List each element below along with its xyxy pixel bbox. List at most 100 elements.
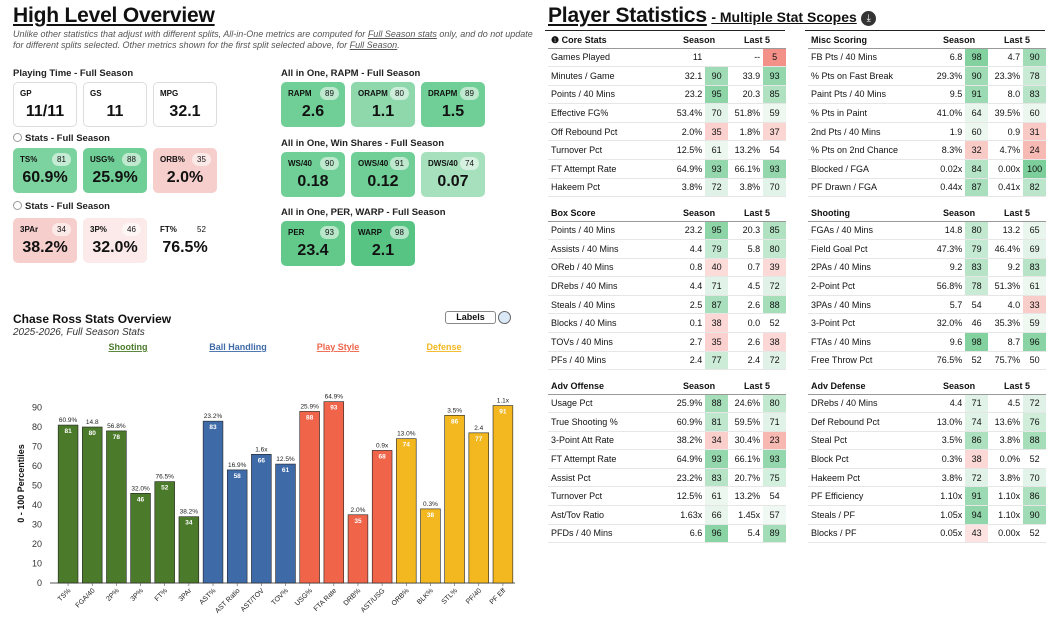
x-tick-label: FGA/40 [75,587,97,609]
stat-name: 3-Point Pct [808,313,931,334]
table-header-row: Misc Scoring Season Last 5 [808,33,1046,49]
season-value: 2.7 [670,332,706,352]
table-title: Shooting [808,206,931,222]
stats-section-label: Stats - Full Season [25,201,110,212]
card-value: 2.1 [371,242,395,259]
bar-value-label: 32.0% [131,485,150,492]
last5-value: 24.6% [728,394,764,414]
last5-value: 4.7 [988,48,1024,68]
stat-name: DRebs / 40 Mins [548,276,671,296]
bar-value-label: 25.9% [300,403,319,410]
bar-ast-ratio [226,469,248,584]
table-row: PFDs / 40 Mins 6.6 96 5.4 89 [548,524,786,544]
note-link-full-season-stats[interactable]: Full Season stats [367,29,437,39]
stat-card-orb-: ORB% 35 2.0% [153,148,217,193]
stat-name: Turnover Pct [548,140,671,161]
bar-fta-rate [323,401,345,584]
season-value: 14.8 [930,221,966,241]
table-row: DRebs / 40 Mins 4.4 71 4.5 72 [808,394,1046,414]
table-row: Usage Pct 25.9% 88 24.6% 80 [548,394,786,414]
card-percentile: 89 [460,87,479,100]
last5-value: 66.1% [728,159,764,179]
stat-card-gs: GS 11 [83,82,147,127]
season-value: 0.1 [670,313,706,334]
note-link-full-season[interactable]: Full Season [349,40,398,50]
legend-shooting: Shooting [109,342,148,352]
card-label: 3P% [90,225,107,234]
stats-table-box-score: Box Score Season Last 5 Points / 40 Mins 23.… [548,206,786,371]
stat-name: PFDs / 40 Mins [548,524,671,544]
last5-percentile: 50 [1023,351,1046,371]
last5-value: 66.1% [728,449,764,469]
last5-percentile: 54 [763,140,786,161]
season-value: 4.4 [670,276,706,296]
season-value: 0.8 [670,258,706,278]
y-tick-label: 60 [32,461,42,471]
last5-percentile: 78 [1023,66,1046,86]
card-value: 32.0% [92,239,138,256]
season-percentile: 61 [705,140,729,161]
stat-name: Hakeem Pct [808,468,931,488]
season-percentile: 71 [965,394,989,414]
radio-icon[interactable] [13,201,22,210]
season-percentile: 66 [705,505,729,525]
season-percentile: 91 [965,85,989,105]
last5-percentile: 85 [763,221,786,241]
card-value: 0.12 [367,173,399,190]
stats-section-title-1[interactable]: Stats - Full Season [13,133,110,144]
radio-icon[interactable] [13,133,22,142]
info-icon[interactable]: ❶ [551,34,562,45]
last5-value: 5.4 [728,524,764,544]
last5-percentile: 60 [1023,103,1046,123]
card-value: 23.4 [297,242,329,259]
last5-value: 20.3 [728,85,764,105]
download-icon[interactable]: ⤓ [861,11,877,26]
stat-name: FB Pts / 40 Mins [808,48,931,68]
bar-pf-40 [468,432,489,584]
y-tick-label: 0 [37,578,42,588]
last5-percentile: 72 [763,276,786,296]
season-percentile: 87 [965,178,989,198]
last5-value: 4.5 [728,276,764,296]
card-percentile: 80 [390,87,409,100]
table-row: Turnover Pct 12.5% 61 13.2% 54 [548,486,786,507]
stat-name: FTAs / 40 Mins [808,332,931,352]
labels-toggle-switch[interactable] [498,311,511,324]
last5-percentile: 57 [763,505,786,525]
stat-name: Assist Pct [548,468,671,488]
labels-toggle-button[interactable]: Labels [445,311,496,324]
win-shares-title: All in One, Win Shares - Full Season [281,138,445,149]
stat-name: 2nd Pts / 40 Mins [808,122,931,142]
stat-card-rapm: RAPM 89 2.6 [281,82,345,127]
last5-percentile: 72 [763,351,786,371]
bar-value-label: 1.6x [255,446,268,453]
stats-section-title-2[interactable]: Stats - Full Season [13,201,110,212]
table-row: Off Rebound Pct 2.0% 35 1.8% 37 [548,122,786,142]
season-percentile: 32 [965,140,989,161]
table-title: Adv Defense [808,379,931,395]
column-header-season: Season [670,206,729,222]
last5-value: 1.45x [728,505,764,525]
table-title-text: Misc Scoring [811,35,868,46]
season-percentile: 79 [705,239,729,259]
table-header-row: Box Score Season Last 5 [548,206,786,222]
card-label: OWS/40 [358,159,389,168]
table-row: Steals / PF 1.05x 94 1.10x 90 [808,505,1046,525]
stat-card-usg-: USG% 88 25.9% [83,148,147,193]
bar-percentile-label: 46 [137,496,145,503]
table-row: Assist Pct 23.2% 83 20.7% 75 [548,468,786,488]
table-row: Paint Pts / 40 Mins 9.5 91 8.0 83 [808,85,1046,105]
stat-name: FT Attempt Rate [548,159,671,179]
bar-percentile-label: 81 [64,428,72,435]
season-value: 12.5% [670,486,706,507]
last5-percentile: 52 [1023,524,1046,544]
column-header-season: Season [930,33,989,49]
stat-name: 2-Point Pct [808,276,931,296]
season-percentile: 64 [965,103,989,123]
season-value: 2.0% [670,122,706,142]
last5-value: 0.00x [988,524,1024,544]
bar-percentile-label: 86 [451,418,459,425]
last5-percentile: 83 [1023,258,1046,278]
stat-name: Blocked / FGA [808,159,931,179]
last5-percentile: 80 [763,394,786,414]
